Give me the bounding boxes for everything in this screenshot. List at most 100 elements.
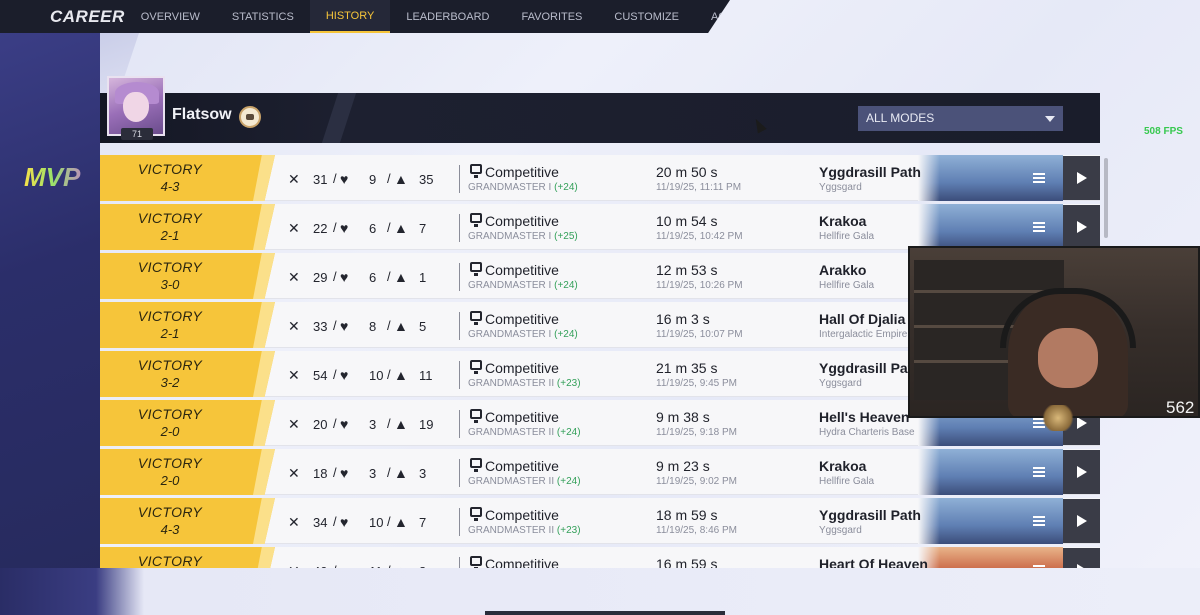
assists-value: 8 xyxy=(419,564,426,568)
match-row[interactable]: VICTORY 4-3 ✕ 31/♥ 9/▲ 35 Competitive GRANDMAST… xyxy=(100,155,1100,201)
tab-customize[interactable]: CUSTOMIZE xyxy=(614,10,679,23)
deaths-value: 6 xyxy=(369,221,377,236)
match-date: 11/19/25, 11:11 PM xyxy=(656,182,742,193)
result-label: VICTORY xyxy=(137,308,203,324)
result-label: VICTORY xyxy=(137,406,203,422)
menu-icon[interactable] xyxy=(1033,467,1045,477)
replay-play-button[interactable] xyxy=(1063,499,1100,543)
game-mode: Competitive xyxy=(485,213,559,229)
match-duration: 9 m 38 s xyxy=(656,409,710,425)
deaths-icon: ♥ xyxy=(340,318,349,334)
match-duration: 20 m 50 s xyxy=(656,164,718,180)
menu-icon[interactable] xyxy=(1033,516,1045,526)
monitor-icon xyxy=(470,458,482,472)
kills-icon: ✕ xyxy=(288,465,300,481)
avatar[interactable] xyxy=(107,76,165,136)
match-duration: 16 m 3 s xyxy=(656,311,710,327)
replay-play-button[interactable] xyxy=(1063,205,1100,249)
column-divider xyxy=(459,165,460,193)
fps-counter: 508 FPS xyxy=(1144,126,1183,137)
column-divider xyxy=(459,361,460,389)
match-duration: 9 m 23 s xyxy=(656,458,710,474)
result-score: 3-2 xyxy=(160,375,180,390)
stat-separator: / xyxy=(333,171,337,186)
stat-separator: / xyxy=(333,220,337,235)
stat-separator: / xyxy=(333,416,337,431)
rank-tier: GRANDMASTER II xyxy=(468,525,555,536)
page-title: CAREER xyxy=(50,6,125,26)
map-name: Yggdrasill Pat xyxy=(819,360,913,376)
match-row[interactable]: VICTORY 2-0 ✕ 18/♥ 3/▲ 3 Competitive GRANDMASTE… xyxy=(100,449,1100,495)
match-row[interactable]: VICTORY 4-3 ✕ 34/♥ 10/▲ 7 Competitive GRANDMAST… xyxy=(100,498,1100,544)
kills-icon: ✕ xyxy=(288,220,300,236)
replay-play-button[interactable] xyxy=(1063,450,1100,494)
game-mode: Competitive xyxy=(485,262,559,278)
menu-icon[interactable] xyxy=(1033,222,1045,232)
assists-value: 35 xyxy=(419,172,434,187)
column-divider xyxy=(459,557,460,568)
replay-play-button[interactable] xyxy=(1063,156,1100,200)
result-label: VICTORY xyxy=(137,455,203,471)
deaths-value: 11 xyxy=(369,564,383,568)
result-banner xyxy=(100,547,275,568)
result-label: VICTORY xyxy=(137,504,203,520)
result-banner xyxy=(100,253,275,299)
rank-delta: (+25) xyxy=(554,231,578,242)
match-row[interactable]: VICTORY 2-1 ✕ 22/♥ 6/▲ 7 Competitive GRANDMASTE… xyxy=(100,204,1100,250)
stat-separator: / xyxy=(387,367,391,382)
kills-value: 40 xyxy=(313,564,327,568)
map-region: Intergalactic Empire O xyxy=(819,329,918,340)
tab-history[interactable]: HISTORY xyxy=(309,0,391,33)
rank-text: GRANDMASTER I (+24) xyxy=(468,182,578,193)
match-date: 11/19/25, 9:18 PM xyxy=(656,427,737,438)
result-banner xyxy=(100,155,275,201)
result-score: 4-3 xyxy=(160,522,180,537)
assists-icon: ▲ xyxy=(394,220,408,236)
result-score: 2-1 xyxy=(160,326,180,341)
result-banner xyxy=(100,302,275,348)
stat-separator: / xyxy=(333,514,337,529)
monitor-icon xyxy=(470,262,482,276)
mode-filter-dropdown[interactable]: ALL MODES xyxy=(858,106,1063,131)
menu-icon[interactable] xyxy=(1033,173,1045,183)
result-banner xyxy=(100,400,275,446)
tab-favorites[interactable]: FAVORITES xyxy=(521,10,583,23)
menu-icon[interactable] xyxy=(1033,565,1045,568)
map-region: Yggsgard xyxy=(819,378,862,389)
rank-delta: (+24) xyxy=(554,329,578,340)
map-name: Hall Of Djalia xyxy=(819,311,906,327)
deaths-value: 10 xyxy=(369,368,384,383)
notification-badge-icon: ⚡ xyxy=(801,5,813,15)
rank-tier: GRANDMASTER I xyxy=(468,329,552,340)
result-banner xyxy=(100,498,275,544)
match-list-scrollbar[interactable] xyxy=(1104,158,1108,238)
tab-overview[interactable]: OVERVIEW xyxy=(140,10,200,23)
replay-play-button[interactable] xyxy=(1063,548,1100,568)
monitor-icon xyxy=(470,360,482,374)
tab-achievements[interactable]: ACHIEVEMENTS ⚡ xyxy=(695,0,813,33)
rank-text: GRANDMASTER I (+25) xyxy=(468,231,578,242)
game-mode: Competitive xyxy=(485,458,559,474)
monitor-icon xyxy=(470,556,482,568)
column-divider xyxy=(459,263,460,291)
result-label: VICTORY xyxy=(137,259,203,275)
assists-value: 19 xyxy=(419,417,434,432)
rank-tier: GRANDMASTER I xyxy=(468,231,552,242)
kills-value: 29 xyxy=(313,270,328,285)
assists-value: 3 xyxy=(419,466,427,481)
assists-icon: ▲ xyxy=(394,318,408,334)
deaths-icon: ♥ xyxy=(340,220,349,236)
result-score: 2-0 xyxy=(160,424,180,439)
assists-icon: ▲ xyxy=(394,367,408,383)
kills-icon: ✕ xyxy=(288,367,300,383)
rank-text: GRANDMASTER II (+24) xyxy=(468,476,581,487)
tab-statistics[interactable]: STATISTICS xyxy=(231,10,294,23)
result-score: 3-0 xyxy=(160,277,180,292)
tab-leaderboard[interactable]: LEADERBOARD xyxy=(406,10,490,23)
kills-icon: ✕ xyxy=(288,416,300,432)
menu-icon[interactable] xyxy=(1033,418,1045,428)
match-row[interactable]: VICTORY✕40/♥11/▲8Competitive 16 m 59 sHe… xyxy=(100,547,1100,568)
rank-text: GRANDMASTER II (+23) xyxy=(468,525,581,536)
match-duration: 18 m 59 s xyxy=(656,507,718,523)
player-level: 71 xyxy=(121,128,153,140)
